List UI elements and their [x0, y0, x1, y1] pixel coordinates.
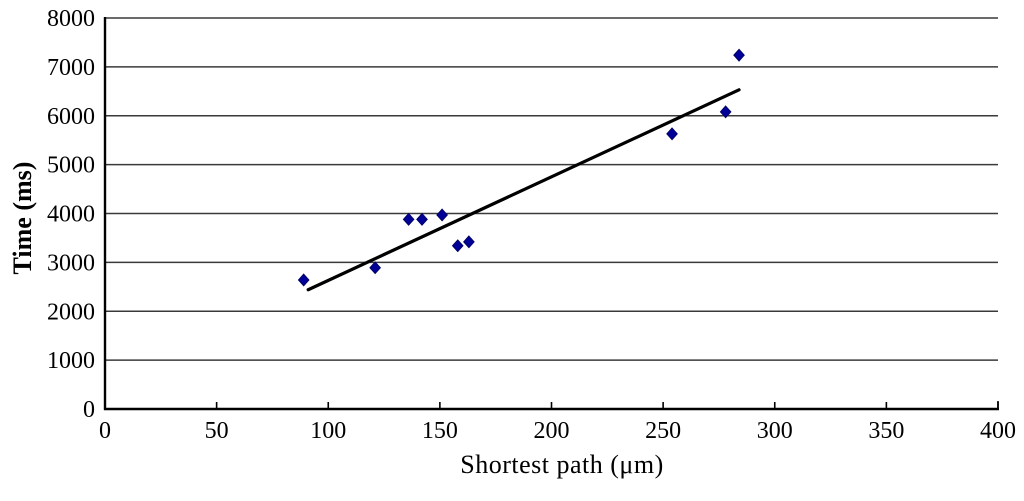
data-point-diamond	[463, 235, 475, 249]
y-tick-label: 3000	[47, 250, 95, 276]
y-tick-label: 2000	[47, 299, 95, 325]
y-axis-title: Time (ms)	[8, 161, 37, 275]
x-tick-label: 200	[534, 418, 570, 444]
data-point-diamond	[369, 261, 382, 275]
data-point-diamond	[451, 239, 464, 253]
data-point-diamond	[719, 105, 732, 119]
x-tick-label: 150	[422, 418, 458, 444]
x-tick-label: 0	[99, 418, 111, 444]
x-tick-label: 400	[980, 418, 1016, 444]
y-tick-label: 0	[83, 397, 95, 423]
trend-line	[306, 88, 741, 292]
y-tick-label: 1000	[47, 348, 95, 374]
y-tick-label: 7000	[47, 55, 95, 81]
y-tick-label: 6000	[47, 104, 95, 130]
data-point-diamond	[666, 127, 678, 141]
x-axis-title: Shortest path (μm)	[460, 450, 664, 479]
data-point-diamond	[436, 208, 448, 222]
x-tick-label: 350	[868, 418, 904, 444]
y-tick-label: 4000	[47, 202, 95, 228]
y-tick-label: 5000	[47, 153, 95, 179]
x-tick-label: 250	[645, 418, 681, 444]
data-point-diamond	[297, 273, 310, 287]
data-point-diamond	[402, 212, 415, 226]
data-point-diamond	[733, 48, 745, 62]
y-tick-label: 8000	[47, 6, 95, 32]
x-tick-label: 300	[757, 418, 793, 444]
x-tick-label: 100	[310, 418, 346, 444]
x-tick-label: 50	[205, 418, 229, 444]
data-point-diamond	[416, 212, 428, 226]
